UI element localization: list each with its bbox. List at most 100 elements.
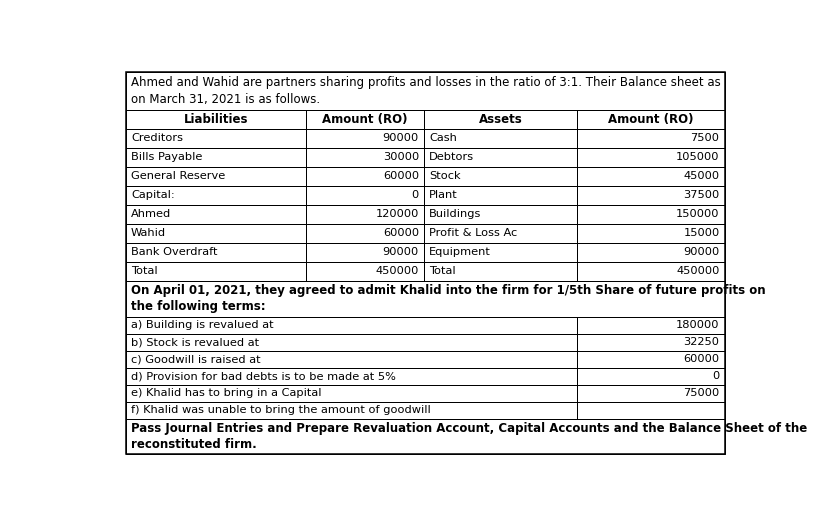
Text: the following terms:: the following terms: [131, 300, 265, 313]
Bar [126, 368, 576, 385]
Bar [305, 224, 423, 242]
Bar [576, 316, 724, 334]
Text: Ahmed: Ahmed [131, 209, 171, 219]
Text: d) Provision for bad debts is to be made at 5%: d) Provision for bad debts is to be made… [131, 371, 395, 381]
Bar [576, 334, 724, 351]
Text: 37500: 37500 [682, 190, 719, 200]
Text: Capital:: Capital: [131, 190, 174, 200]
Bar [126, 72, 724, 110]
Text: On April 01, 2021, they agreed to admit Khalid into the firm for 1/5th Share of : On April 01, 2021, they agreed to admit … [131, 284, 765, 297]
Bar [126, 205, 305, 224]
Bar [576, 205, 724, 224]
Bar [126, 186, 305, 205]
Text: 60000: 60000 [682, 354, 719, 364]
Bar [576, 167, 724, 186]
Text: Wahid: Wahid [131, 228, 166, 238]
Text: Creditors: Creditors [131, 134, 183, 143]
Bar [305, 262, 423, 281]
Text: 105000: 105000 [675, 152, 719, 162]
Bar [126, 242, 305, 262]
Bar [126, 385, 576, 402]
Bar [576, 368, 724, 385]
Text: General Reserve: General Reserve [131, 171, 225, 181]
Bar [305, 148, 423, 167]
Text: Total: Total [131, 266, 157, 276]
Text: Profit & Loss Ac: Profit & Loss Ac [428, 228, 517, 238]
Bar [423, 242, 576, 262]
Text: b) Stock is revalued at: b) Stock is revalued at [131, 337, 259, 347]
Bar [576, 224, 724, 242]
Text: 30000: 30000 [382, 152, 418, 162]
Text: Amount (RO): Amount (RO) [322, 113, 407, 126]
Text: 150000: 150000 [675, 209, 719, 219]
Bar [126, 316, 576, 334]
Text: 0: 0 [711, 371, 719, 381]
Bar [423, 262, 576, 281]
Text: Bank Overdraft: Bank Overdraft [131, 247, 218, 257]
Text: Debtors: Debtors [428, 152, 474, 162]
Text: 450000: 450000 [375, 266, 418, 276]
Bar [576, 148, 724, 167]
Text: Pass Journal Entries and Prepare Revaluation Account, Capital Accounts and the B: Pass Journal Entries and Prepare Revalua… [131, 422, 806, 435]
Text: on March 31, 2021 is as follows.: on March 31, 2021 is as follows. [131, 93, 320, 106]
Text: 90000: 90000 [382, 134, 418, 143]
Bar [305, 186, 423, 205]
Bar [126, 419, 724, 454]
Bar [126, 167, 305, 186]
Bar [305, 167, 423, 186]
Text: Amount (RO): Amount (RO) [608, 113, 693, 126]
Text: 450000: 450000 [676, 266, 719, 276]
Bar [126, 110, 305, 129]
Text: c) Goodwill is raised at: c) Goodwill is raised at [131, 354, 261, 364]
Bar [576, 110, 724, 129]
Text: 60000: 60000 [382, 228, 418, 238]
Bar [126, 351, 576, 368]
Text: 60000: 60000 [382, 171, 418, 181]
Bar [305, 129, 423, 148]
Text: Buildings: Buildings [428, 209, 481, 219]
Bar [126, 262, 305, 281]
Text: Stock: Stock [428, 171, 461, 181]
Bar [576, 402, 724, 419]
Bar [126, 224, 305, 242]
Text: 75000: 75000 [682, 388, 719, 398]
Text: 0: 0 [411, 190, 418, 200]
Text: 90000: 90000 [682, 247, 719, 257]
Text: 180000: 180000 [675, 320, 719, 330]
Bar [305, 205, 423, 224]
Text: 15000: 15000 [682, 228, 719, 238]
Bar [423, 110, 576, 129]
Text: a) Building is revalued at: a) Building is revalued at [131, 320, 274, 330]
Text: e) Khalid has to bring in a Capital: e) Khalid has to bring in a Capital [131, 388, 321, 398]
Bar [423, 167, 576, 186]
Text: 120000: 120000 [375, 209, 418, 219]
Bar [423, 148, 576, 167]
Bar [126, 402, 576, 419]
Bar [126, 129, 305, 148]
Text: 45000: 45000 [682, 171, 719, 181]
Bar [423, 129, 576, 148]
Text: Liabilities: Liabilities [184, 113, 248, 126]
Bar [576, 351, 724, 368]
Bar [576, 262, 724, 281]
Bar [305, 110, 423, 129]
Bar [126, 148, 305, 167]
Bar [576, 242, 724, 262]
Bar [423, 205, 576, 224]
Bar [305, 242, 423, 262]
Text: Plant: Plant [428, 190, 457, 200]
Text: Total: Total [428, 266, 456, 276]
Bar [423, 224, 576, 242]
Text: Bills Payable: Bills Payable [131, 152, 203, 162]
Text: Ahmed and Wahid are partners sharing profits and losses in the ratio of 3:1. The: Ahmed and Wahid are partners sharing pro… [131, 76, 720, 89]
Text: Cash: Cash [428, 134, 457, 143]
Text: Equipment: Equipment [428, 247, 490, 257]
Bar [126, 334, 576, 351]
Text: Assets: Assets [478, 113, 522, 126]
Text: f) Khalid was unable to bring the amount of goodwill: f) Khalid was unable to bring the amount… [131, 405, 430, 415]
Text: 90000: 90000 [382, 247, 418, 257]
Bar [423, 186, 576, 205]
Bar [576, 129, 724, 148]
Bar [576, 385, 724, 402]
Text: reconstituted firm.: reconstituted firm. [131, 438, 256, 451]
